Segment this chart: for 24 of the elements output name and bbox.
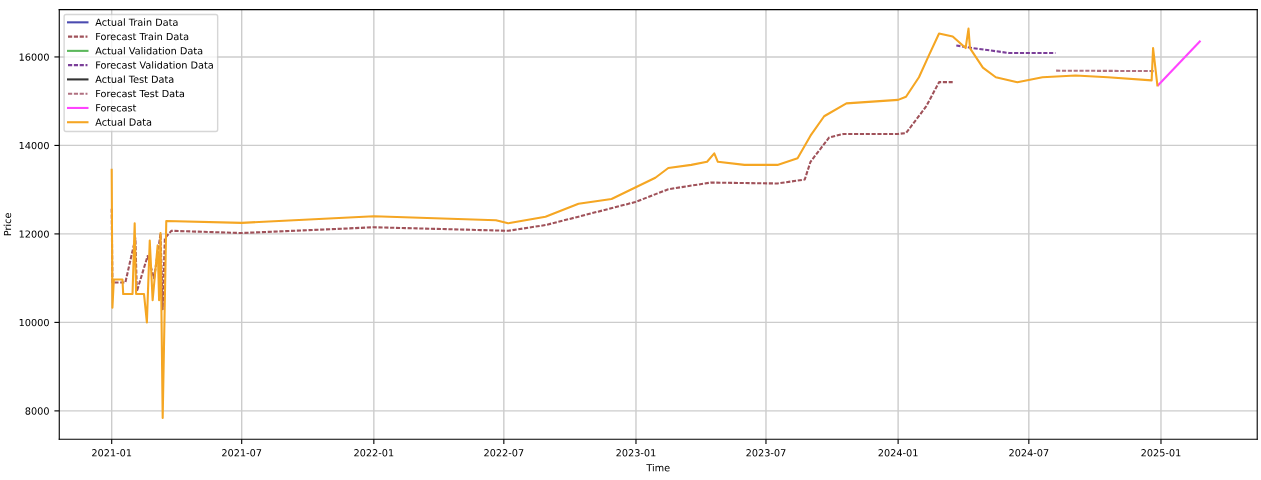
legend-label: Forecast Validation Data <box>96 61 213 69</box>
x-tick-label: 2025-01 <box>1141 449 1181 457</box>
x-tick-label: 2021-07 <box>222 449 262 457</box>
x-tick-label: 2021-01 <box>92 449 132 457</box>
y-tick-label: 10000 <box>19 318 49 327</box>
y-tick-label: 16000 <box>19 53 49 61</box>
x-tick-label: 2024-07 <box>1009 449 1049 457</box>
x-tick-label: 2024-01 <box>878 449 918 457</box>
x-axis-title: Time <box>646 463 670 472</box>
legend-label: Actual Train Data <box>95 18 178 26</box>
y-tick-label: 12000 <box>19 230 49 238</box>
x-tick-label: 2022-07 <box>484 449 524 457</box>
legend-label: Forecast <box>96 104 137 112</box>
legend-label: Forecast Test Data <box>96 90 185 98</box>
legend-label: Forecast Train Data <box>96 32 189 41</box>
y-axis-title: Price <box>3 213 12 236</box>
y-tick-label: 8000 <box>25 407 49 415</box>
x-tick-label: 2023-07 <box>746 449 786 457</box>
y-tick-label: 14000 <box>19 141 49 150</box>
legend-label: Actual Validation Data <box>95 46 203 55</box>
legend-label: Actual Data <box>95 118 152 126</box>
x-tick-label: 2022-01 <box>354 449 394 457</box>
x-tick-label: 2023-01 <box>616 449 656 457</box>
legend-label: Actual Test Data <box>95 75 174 83</box>
